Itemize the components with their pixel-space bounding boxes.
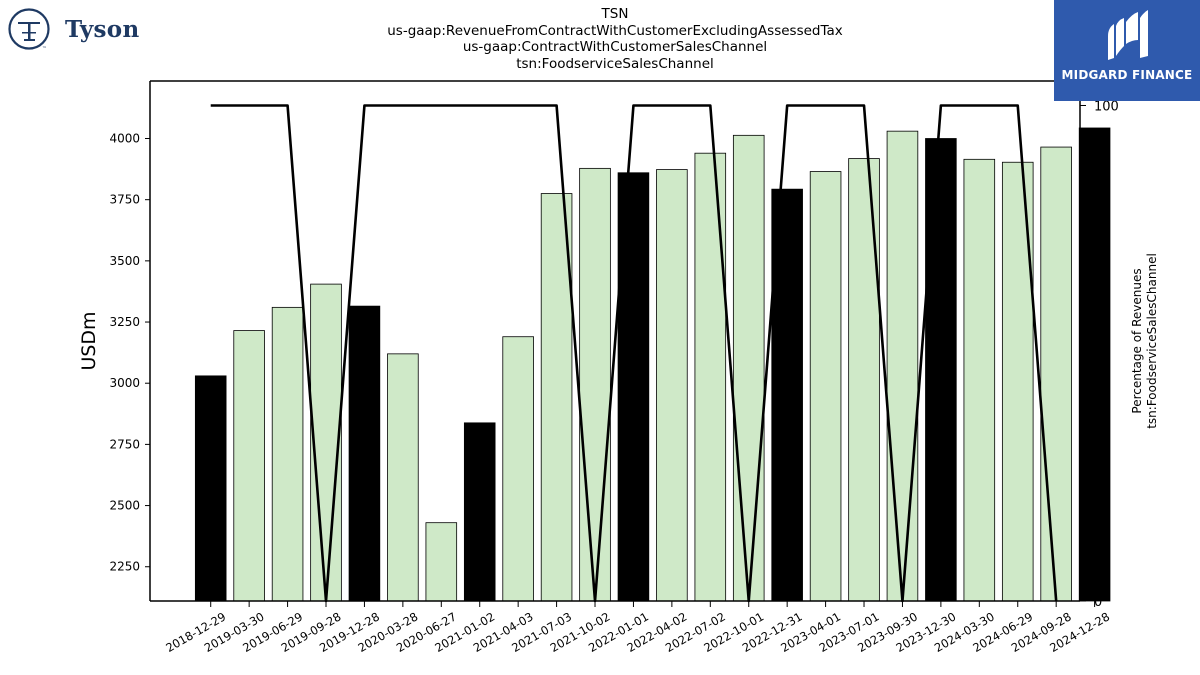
bar bbox=[732, 134, 765, 602]
bar bbox=[963, 158, 996, 602]
bar bbox=[694, 152, 727, 602]
midgard-brand: MIDGARD FINANCE bbox=[1054, 0, 1200, 101]
y-right-tick-label: 60 bbox=[1094, 298, 1111, 313]
bar-highlight bbox=[348, 305, 381, 602]
bar bbox=[579, 167, 611, 602]
y-right-tick-label: 20 bbox=[1094, 496, 1111, 511]
title-line-2: us-gaap:RevenueFromContractWithCustomerE… bbox=[387, 22, 843, 39]
title-line-3: us-gaap:ContractWithCustomerSalesChannel bbox=[462, 39, 768, 55]
bar bbox=[310, 283, 342, 602]
y-right-tick-label: 40 bbox=[1094, 397, 1111, 412]
bar bbox=[502, 336, 534, 602]
y-tick-label: 4000 bbox=[109, 132, 140, 146]
y-right-tick-label: 100 bbox=[1094, 100, 1119, 115]
bar-highlight bbox=[194, 375, 227, 602]
y-tick-label: 3250 bbox=[109, 315, 140, 329]
bar-highlight bbox=[463, 422, 496, 602]
y-right-tick-label: 80 bbox=[1094, 199, 1111, 214]
y-tick-label: 3750 bbox=[109, 193, 140, 207]
bar-highlight bbox=[1078, 127, 1111, 602]
bar bbox=[656, 169, 688, 602]
title-line-4: tsn:FoodserviceSalesChannel bbox=[516, 55, 714, 72]
y-tick-label: 3500 bbox=[109, 254, 140, 268]
y-right-tick-label: 0 bbox=[1094, 595, 1102, 610]
tyson-wordmark: Tyson bbox=[65, 16, 140, 43]
y-tick-label: 2750 bbox=[109, 437, 140, 451]
bar bbox=[540, 193, 573, 602]
title-line-1: TSN bbox=[601, 6, 629, 22]
bar-highlight bbox=[925, 138, 957, 602]
midgard-logo-icon bbox=[1108, 10, 1148, 60]
y-right-axis-label-line-1: Percentage of Revenues bbox=[1130, 268, 1144, 413]
chart-title: TSN us-gaap:RevenueFromContractWithCusto… bbox=[300, 6, 930, 72]
bar bbox=[425, 522, 458, 602]
y-axis-label: USDm bbox=[78, 311, 100, 370]
y-right-axis-label-line-2: tsn:FoodserviceSalesChannel bbox=[1145, 253, 1159, 429]
tyson-trademark: ™ bbox=[42, 46, 47, 52]
midgard-brand-text: MIDGARD FINANCE bbox=[1061, 68, 1193, 82]
y-tick-label: 2500 bbox=[109, 499, 140, 513]
bar-highlight bbox=[617, 172, 650, 602]
bar bbox=[886, 130, 919, 602]
bar bbox=[271, 306, 304, 602]
tyson-emblem-icon bbox=[8, 8, 50, 50]
y-tick-label: 3000 bbox=[109, 376, 140, 390]
bar bbox=[848, 158, 880, 602]
tyson-logo: Tyson ™ bbox=[8, 8, 140, 52]
bar bbox=[1040, 146, 1072, 602]
bar bbox=[809, 171, 842, 602]
bar bbox=[233, 330, 265, 602]
bar bbox=[387, 353, 419, 602]
percentage-line bbox=[210, 104, 1058, 603]
y-tick-label: 2250 bbox=[109, 560, 140, 574]
bar-highlight bbox=[771, 188, 803, 602]
